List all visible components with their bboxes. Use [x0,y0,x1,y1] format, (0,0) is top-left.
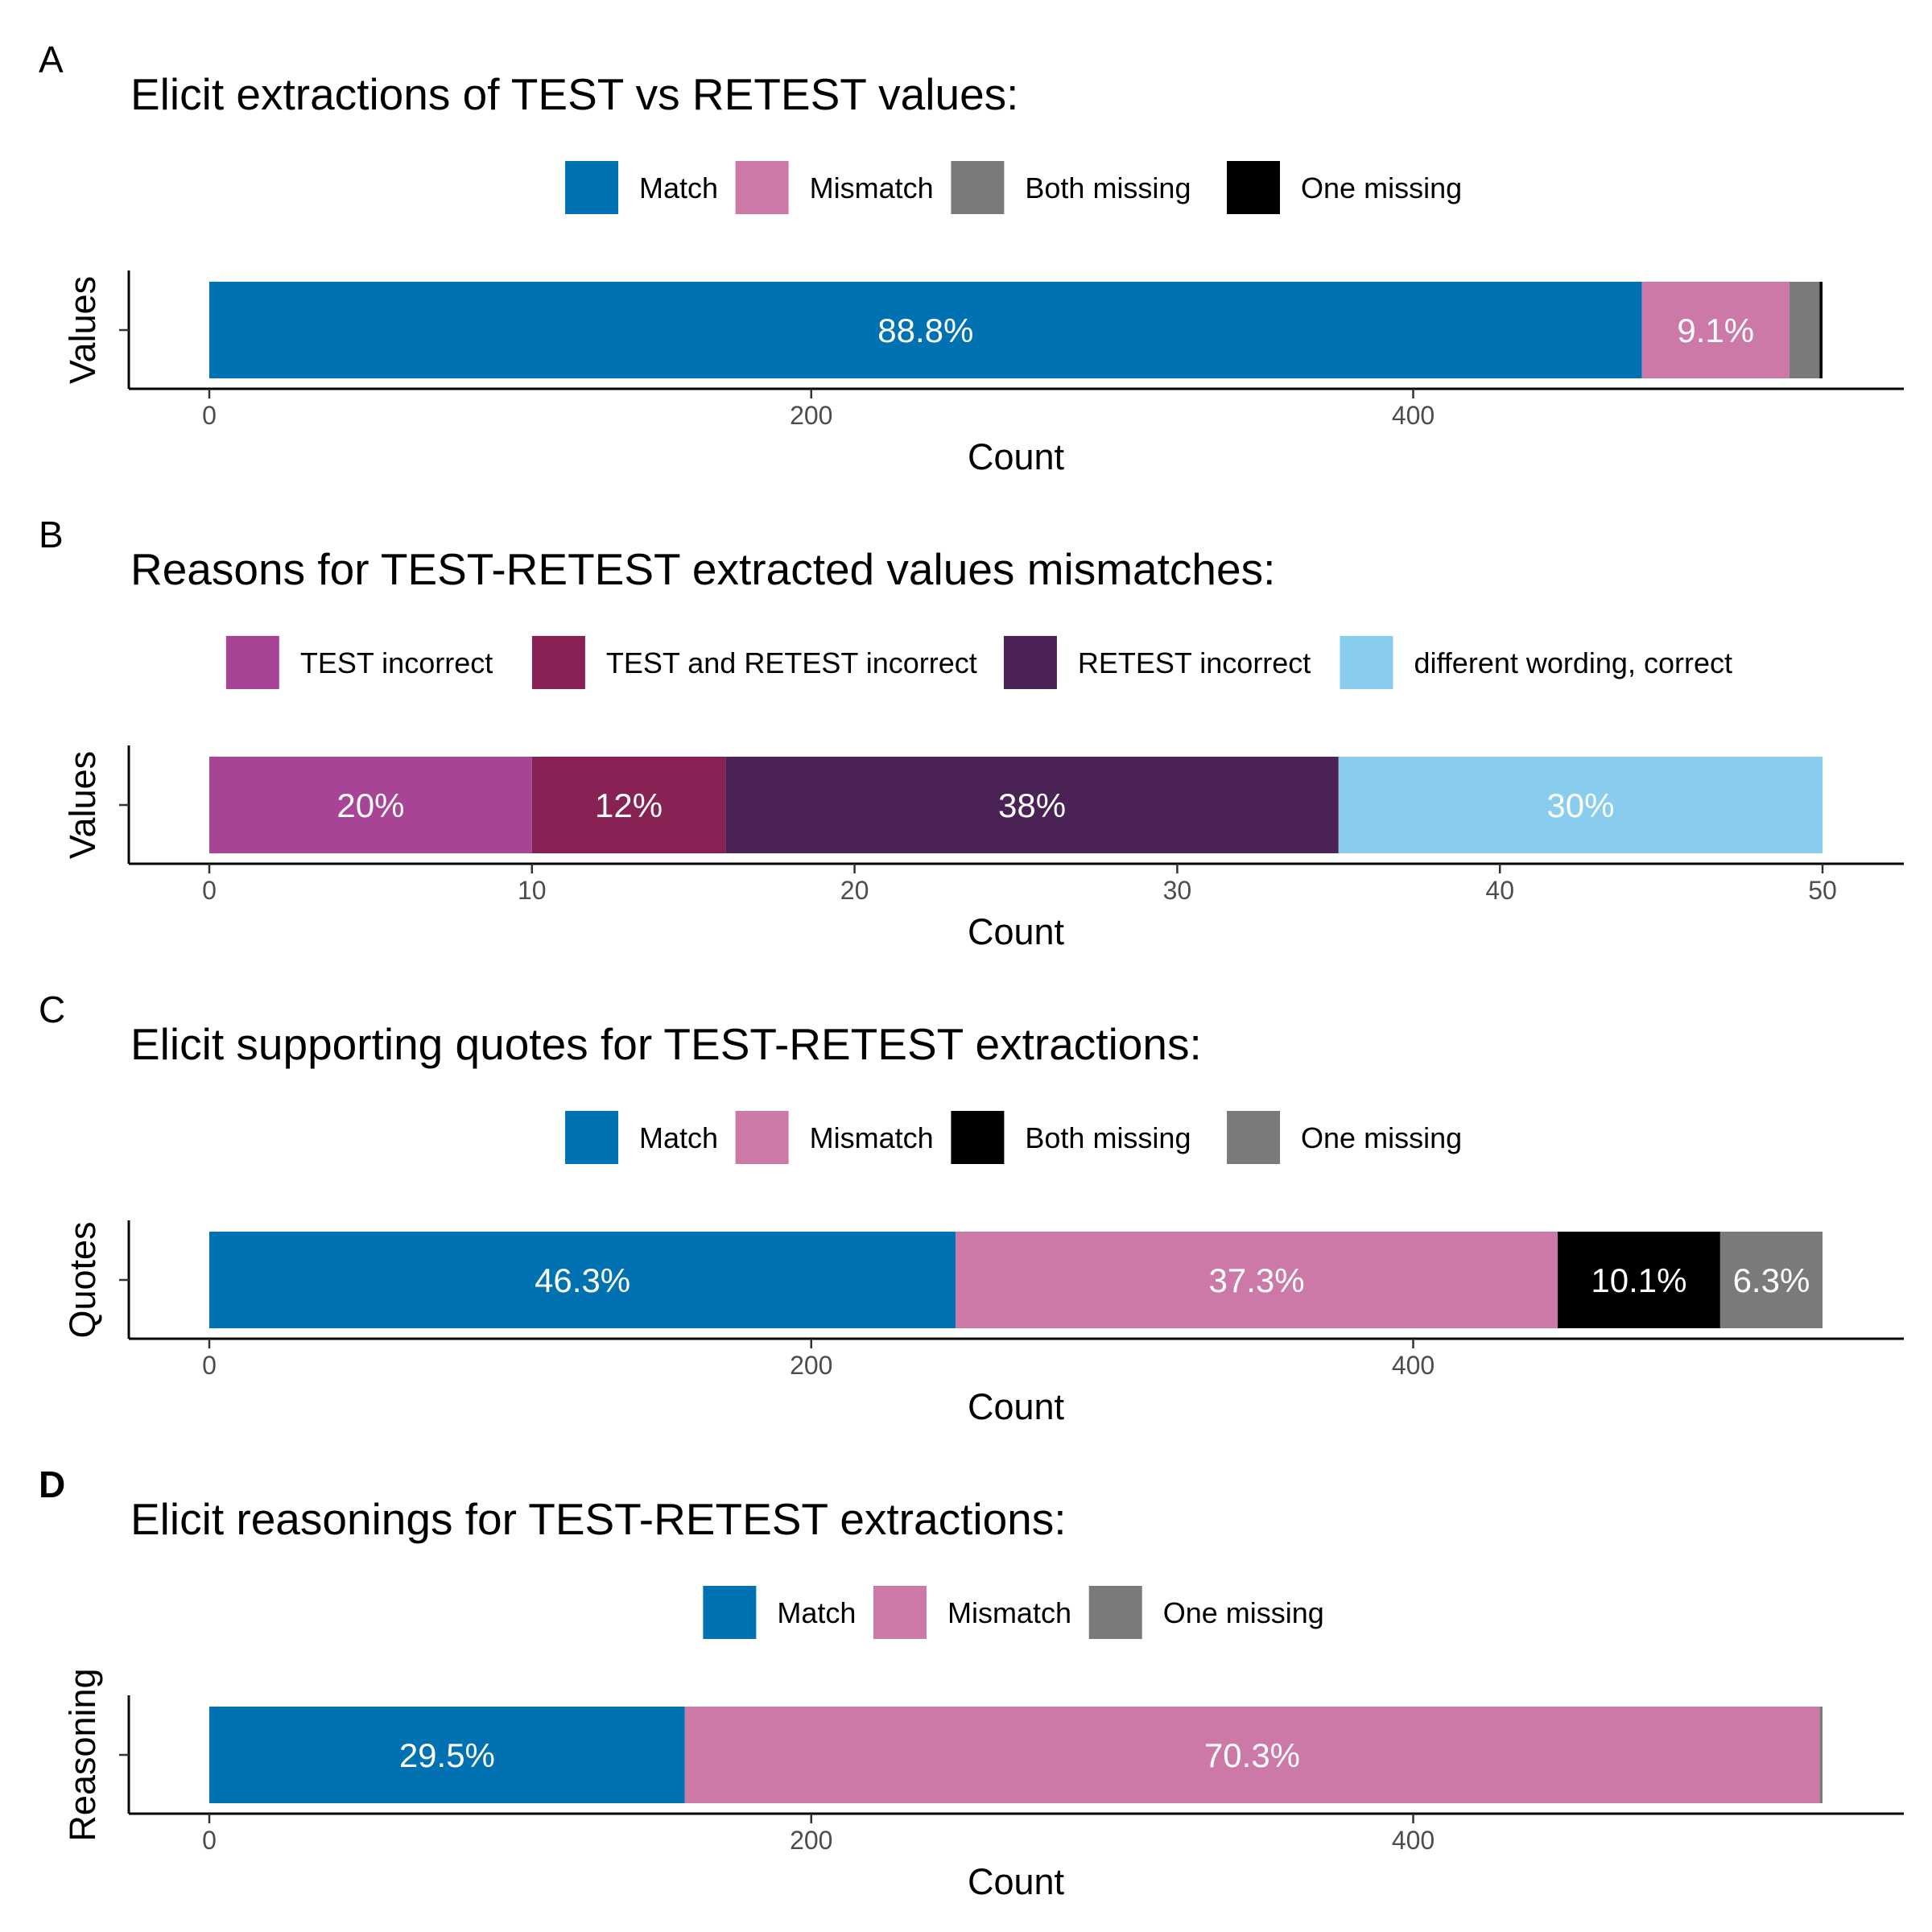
legend-label: Match [639,1121,718,1154]
bar-segment [1789,282,1820,378]
x-tick-label: 50 [1808,876,1837,905]
panel-d: D Elicit reasonings for TEST-RETEST extra… [39,1463,1904,1902]
bar-segment [209,1707,685,1803]
legend-key [565,1111,619,1164]
bar-segment [209,282,1642,378]
legend-key [1088,1586,1142,1639]
legend-key [703,1586,757,1639]
bar-segment [956,1232,1558,1328]
x-axis-title: Count [968,1861,1065,1902]
legend-key [735,161,789,214]
legend-key [1227,161,1281,214]
data-label: 20% [336,786,404,824]
legend-label: One missing [1301,1121,1462,1154]
panel-a: A Elicit extractions of TEST vs RETEST va… [39,39,1904,477]
panel-b: B Reasons for TEST-RETEST extracted value… [39,514,1904,952]
legend-label: Both missing [1025,1121,1191,1154]
panel-title: Elicit supporting quotes for TEST-RETEST… [130,1019,1202,1069]
bar-segment [1819,282,1823,378]
bar-segment [725,757,1339,853]
x-tick-label: 10 [518,876,547,905]
bar-segment [1819,1707,1823,1803]
legend-label: One missing [1163,1596,1324,1629]
legend-label: TEST and RETEST incorrect [606,646,977,679]
legend-key [565,161,619,214]
bar-segment [684,1707,1820,1803]
bar-segment [209,1232,956,1328]
legend-label: RETEST incorrect [1078,646,1311,679]
data-label: 46.3% [535,1261,630,1299]
panel-c: C Elicit supporting quotes for TEST-RETES… [39,989,1904,1427]
x-tick-label: 400 [1392,401,1435,430]
data-label: 12% [595,786,663,824]
x-axis-title: Count [968,911,1065,952]
data-label: 10.1% [1591,1261,1686,1299]
bar-segment [209,757,532,853]
x-tick-label: 0 [202,401,217,430]
panel-title: Elicit reasonings for TEST-RETEST extrac… [130,1494,1067,1544]
x-tick-label: 40 [1485,876,1514,905]
data-label: 30% [1546,786,1614,824]
legend-key [951,1111,1005,1164]
legend-label: One missing [1301,171,1462,204]
x-axis-title: Count [968,1386,1065,1427]
legend-label: Match [639,171,718,204]
x-tick-label: 30 [1163,876,1192,905]
data-label: 37.3% [1209,1261,1305,1299]
legend-label: Match [777,1596,856,1629]
panel-tag: C [39,989,65,1030]
bar-segment [1557,1232,1720,1328]
legend-key [225,636,279,689]
data-label: 70.3% [1204,1736,1300,1774]
legend-key [1340,636,1393,689]
data-label: 38% [998,786,1066,824]
y-category-label: Values [62,751,103,859]
x-tick-label: 200 [790,1351,832,1380]
x-tick-label: 0 [202,876,217,905]
x-tick-label: 20 [840,876,869,905]
data-label: 6.3% [1733,1261,1810,1299]
legend-key [1003,636,1057,689]
data-label: 29.5% [399,1736,495,1774]
legend-key [873,1586,927,1639]
data-label: 9.1% [1677,312,1754,349]
x-tick-label: 400 [1392,1351,1435,1380]
legend-label: Mismatch [810,1121,934,1154]
x-tick-label: 200 [790,401,832,430]
panel-tag: B [39,514,64,555]
bar-segment [1338,757,1823,853]
x-tick-label: 200 [790,1826,832,1855]
bar-segment [531,757,726,853]
legend-label: Mismatch [947,1596,1071,1629]
x-tick-label: 400 [1392,1826,1435,1855]
legend-key [531,636,585,689]
legend-label: TEST incorrect [300,646,493,679]
panel-title: Elicit extractions of TEST vs RETEST val… [130,69,1018,119]
x-tick-label: 0 [202,1826,217,1855]
y-category-label: Reasoning [62,1668,103,1841]
bar-segment [1641,282,1790,378]
data-label: 88.8% [877,312,973,349]
y-category-label: Quotes [62,1221,103,1338]
panel-title: Reasons for TEST-RETEST extracted values… [130,544,1275,594]
y-category-label: Values [62,276,103,384]
legend-label: different wording, correct [1414,646,1732,679]
x-tick-label: 0 [202,1351,217,1380]
legend-label: Both missing [1025,171,1191,204]
panel-tag: A [39,39,64,80]
legend-key [735,1111,789,1164]
x-axis-title: Count [968,436,1065,477]
legend-key [1227,1111,1281,1164]
panel-tag: D [39,1463,65,1505]
legend-key [951,161,1005,214]
legend-label: Mismatch [810,171,934,204]
bar-segment [1719,1232,1823,1328]
